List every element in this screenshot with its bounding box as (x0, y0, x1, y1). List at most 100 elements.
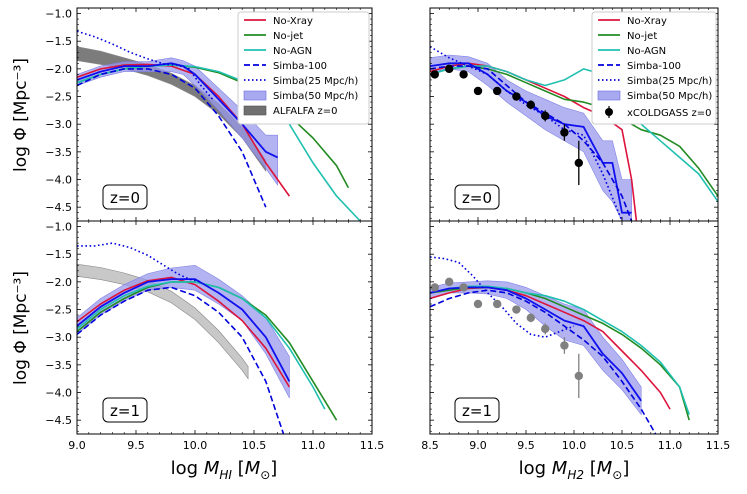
legend-label-noxray: No-Xray (627, 16, 667, 27)
xcoldgass-point (526, 100, 535, 110)
y-tick-label: −2.0 (45, 276, 72, 289)
redshift-text: z=1 (110, 402, 140, 420)
simba100-line-hi-z1 (77, 286, 285, 434)
redshift-text: z=1 (462, 402, 492, 420)
xcoldgass-point (459, 283, 468, 292)
noxray-line-hi-z0 (77, 63, 291, 197)
x-tick-label: 11.5 (706, 439, 731, 452)
simba50-line-hi-z1 (77, 278, 291, 382)
legend-swatch-simba50 (243, 90, 267, 101)
panel-hi-z0 (76, 7, 373, 222)
legend-label-simba50: Simba(50 Mpc/h) (273, 91, 358, 102)
xcoldgass-point (560, 341, 569, 350)
legend-label-alfalfa: ALFALFA z=0 (273, 106, 338, 117)
legend-label-xcoldgass: xCOLDGASS z=0 (627, 108, 712, 119)
x-axis-label-hi: log MHI [M⊙] (171, 458, 278, 482)
y-tick-label: −2.5 (45, 304, 72, 317)
simba100-line-h2-z0 (430, 65, 633, 221)
xcoldgass-point (445, 64, 454, 74)
y-tick-label: −1.0 (45, 8, 72, 21)
simba50-band-h2-z1 (430, 280, 642, 416)
y-axis-label-top: log Φ [Mpc⁻³] (11, 58, 31, 172)
xcoldgass-point (493, 86, 502, 96)
x-tick-label: 8.5 (421, 439, 439, 452)
simba100-line-hi-z0 (77, 68, 267, 208)
redshift-text: z=0 (462, 189, 492, 207)
simba25-line-hi-z0 (77, 30, 214, 100)
y-axis-label-bottom: log Φ [Mpc⁻³] (11, 271, 31, 385)
legend-label-simba25: Simba(25 Mpc/h) (273, 76, 358, 87)
y-tick-label: −3.0 (45, 118, 72, 131)
noagn-line-h2-z0 (430, 65, 718, 203)
legend-label-noxray: No-Xray (273, 16, 313, 27)
y-tick-label: −4.5 (45, 201, 72, 214)
redshift-label-h2-z1: z=1 (454, 397, 500, 423)
x-tick-label: 10.0 (183, 439, 208, 452)
y-tick-label: −3.0 (45, 331, 72, 344)
legend-label-simba25: Simba(25 Mpc/h) (627, 76, 712, 87)
xcoldgass-point (445, 277, 454, 287)
x-axis-label-h2: log MH2 [M⊙] (519, 458, 630, 482)
legend-h2-z0: No-Xray No-jet No-AGN Simba-100 Simba(25… (591, 11, 717, 125)
noxray-line-h2-z1 (430, 286, 671, 410)
simba100-line-h2-z1 (430, 289, 657, 434)
xcoldgass-point (430, 283, 439, 292)
y-tick-label: −1.0 (45, 221, 72, 234)
y-tick-label: −3.5 (45, 146, 72, 159)
y-tick-label: −1.5 (45, 248, 72, 261)
xcoldgass-point (541, 111, 550, 121)
y-tick-label: −3.5 (45, 359, 72, 372)
xcoldgass-point (493, 299, 502, 309)
legend-label-simba100: Simba-100 (273, 61, 327, 72)
legend-label-simba50: Simba(50 Mpc/h) (627, 91, 712, 102)
y-tick-label: −4.0 (45, 387, 72, 400)
x-tick-label: 10.5 (242, 439, 267, 452)
legend-label-noagn: No-AGN (273, 46, 312, 57)
axis-ticks: −1.0 −1.5 −2.0 −2.5 −3.0 −3.5 −4.0 −4.5 −1.0 −1.5… (45, 8, 730, 452)
xcoldgass-point (526, 313, 535, 323)
noagn-line-h2-z1 (430, 285, 690, 415)
legend-swatch-xcoldgass (605, 108, 613, 116)
x-tick-label: 9.0 (68, 439, 86, 452)
legend-label-nojet: No-jet (273, 31, 303, 42)
x-tick-label: 9.5 (517, 439, 535, 452)
simba25-line-h2-z1 (430, 256, 575, 338)
legend-label-noagn: No-AGN (627, 46, 666, 57)
x-tick-label: 9.0 (469, 439, 487, 452)
simba50-line-h2-z1 (430, 286, 642, 402)
xcoldgass-point (459, 70, 468, 79)
xcoldgass-point (512, 305, 521, 314)
xcoldgass-point (512, 92, 521, 101)
simba50-band-hi-z1 (77, 264, 290, 399)
legend-label-simba100: Simba-100 (627, 61, 681, 72)
redshift-label-h2-z0: z=0 (454, 184, 500, 210)
x-tick-label: 11.5 (360, 439, 385, 452)
panel-hi-z1 (76, 220, 373, 435)
noxray-line-hi-z1 (77, 276, 291, 388)
simba50-line-hi-z0 (77, 62, 278, 159)
panel-h2-z0 (429, 7, 719, 222)
x-tick-label: 10.0 (562, 439, 587, 452)
x-tick-label: 11.0 (658, 439, 683, 452)
redshift-label-hi-z1: z=1 (102, 397, 148, 423)
xcoldgass-point (541, 324, 550, 334)
x-tick-label: 10.5 (610, 439, 635, 452)
simba25-line-h2-z0 (430, 46, 623, 221)
xcoldgass-point (574, 158, 583, 168)
xcoldgass-point (560, 128, 569, 137)
legend-swatch-alfalfa (243, 105, 267, 116)
noagn-line-hi-z1 (77, 281, 326, 410)
legend-hi-z0: No-Xray No-jet No-AGN Simba-100 Simba(25… (237, 11, 370, 125)
legend-swatch-simba50 (597, 90, 621, 101)
panel-h2-z1 (429, 220, 719, 435)
xcoldgass-point (473, 299, 483, 309)
y-tick-label: −4.5 (45, 414, 72, 427)
y-tick-label: −1.5 (45, 35, 72, 48)
xcoldgass-point (430, 70, 439, 79)
x-tick-label: 11.0 (301, 439, 326, 452)
y-tick-label: −2.0 (45, 63, 72, 76)
xcoldgass-point (574, 371, 583, 381)
redshift-label-hi-z0: z=0 (102, 184, 148, 210)
y-tick-label: −4.0 (45, 174, 72, 187)
